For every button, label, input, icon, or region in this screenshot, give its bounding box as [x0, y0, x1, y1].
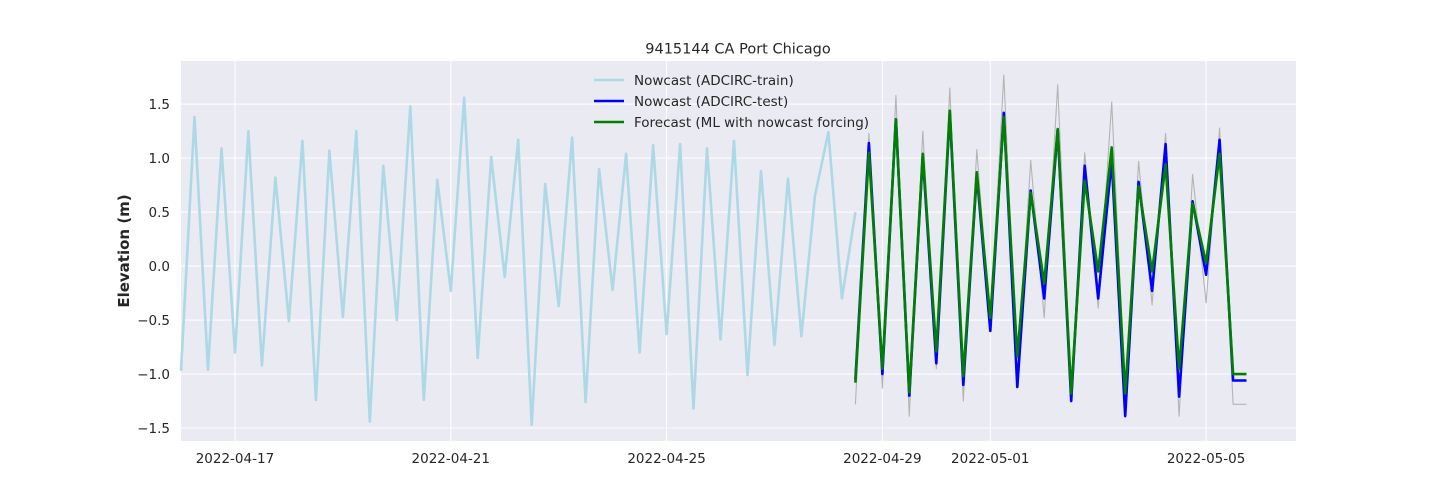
- x-tick-label: 2022-04-29: [843, 451, 921, 467]
- x-tick-label: 2022-04-25: [627, 451, 705, 467]
- series-line-2: [854, 109, 1247, 395]
- x-tick-label: 2022-04-17: [196, 451, 274, 467]
- y-tick-label: 0.0: [149, 259, 170, 275]
- y-tick-label: 1.0: [149, 151, 170, 167]
- chart-title: 9415144 CA Port Chicago: [645, 42, 831, 58]
- x-axis: 2022-04-17 2022-04-21 2022-04-25 2022-04-29…: [196, 451, 1246, 467]
- y-tick-label: 1.5: [149, 97, 170, 113]
- series-line-0: [179, 96, 857, 427]
- y-tick-label: −1.5: [137, 421, 170, 437]
- series-layer: [179, 74, 1247, 427]
- x-tick-label: 2022-04-21: [412, 451, 490, 467]
- legend: Nowcast (ADCIRC-train) Nowcast (ADCIRC-te…: [594, 73, 869, 131]
- legend-entry: Nowcast (ADCIRC-test): [634, 94, 788, 110]
- y-tick-label: −1.0: [137, 367, 170, 383]
- x-tick-label: 2022-05-01: [951, 451, 1029, 467]
- y-tick-label: 0.5: [149, 205, 170, 221]
- x-tick-label: 2022-05-05: [1167, 451, 1245, 467]
- legend-entry: Forecast (ML with nowcast forcing): [634, 115, 869, 131]
- y-tick-label: −0.5: [137, 313, 170, 329]
- y-axis-label: Elevation (m): [115, 194, 133, 307]
- legend-entry: Nowcast (ADCIRC-train): [634, 73, 794, 89]
- y-axis: −1.5 −1.0 −0.5 0.0 0.5 1.0 1.5: [137, 97, 170, 437]
